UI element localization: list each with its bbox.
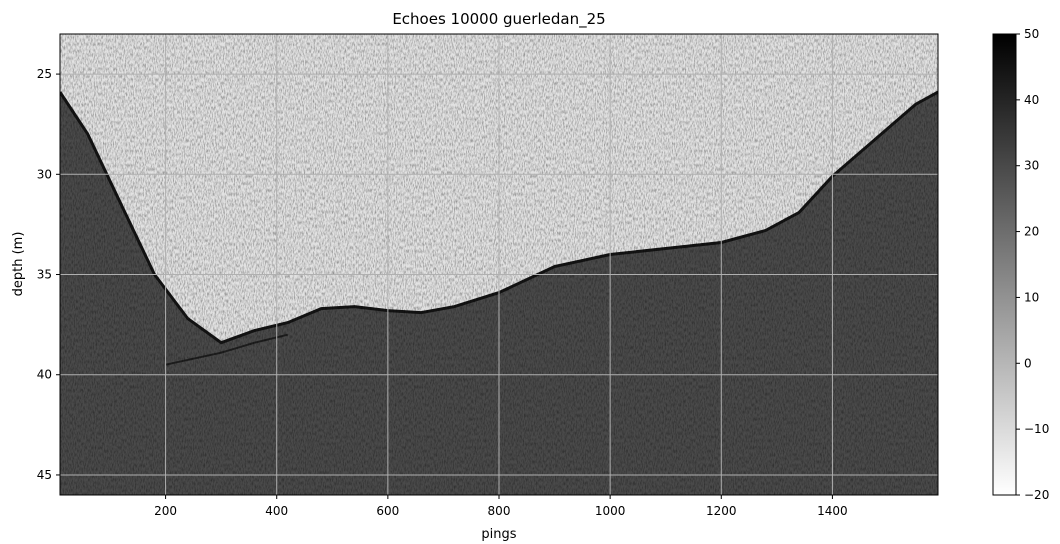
colorbar-tick-label: 0: [1024, 356, 1032, 370]
colorbar-tick-label: 40: [1024, 93, 1039, 107]
y-axis: 25 30 35 40 45: [37, 67, 60, 482]
x-axis: 200 400 600 800 1000 1200 1400: [154, 495, 848, 518]
x-tick-label: 200: [154, 504, 177, 518]
x-axis-label: pings: [481, 527, 516, 542]
y-tick-label: 35: [37, 268, 52, 282]
x-tick-label: 1000: [595, 504, 626, 518]
colorbar: −20 −10 0 10 20 30 40 50: [993, 27, 1049, 502]
x-tick-label: 400: [265, 504, 288, 518]
colorbar-gradient: [993, 34, 1016, 495]
plot-area: [60, 34, 938, 495]
colorbar-ticks: −20 −10 0 10 20 30 40 50: [1016, 27, 1049, 502]
y-tick-label: 40: [37, 368, 52, 382]
colorbar-tick-label: −10: [1024, 422, 1049, 436]
y-tick-label: 25: [37, 67, 52, 81]
x-tick-label: 800: [488, 504, 511, 518]
colorbar-tick-label: −20: [1024, 488, 1049, 502]
colorbar-tick-label: 30: [1024, 159, 1039, 173]
y-tick-label: 45: [37, 468, 52, 482]
chart-title: Echoes 10000 guerledan_25: [392, 10, 605, 29]
colorbar-tick-label: 20: [1024, 225, 1039, 239]
colorbar-tick-label: 50: [1024, 27, 1039, 41]
x-tick-label: 1200: [706, 504, 737, 518]
x-tick-label: 600: [376, 504, 399, 518]
x-tick-label: 1400: [817, 504, 848, 518]
y-axis-label: depth (m): [11, 232, 26, 297]
y-tick-label: 30: [37, 167, 52, 181]
colorbar-tick-label: 10: [1024, 290, 1039, 304]
